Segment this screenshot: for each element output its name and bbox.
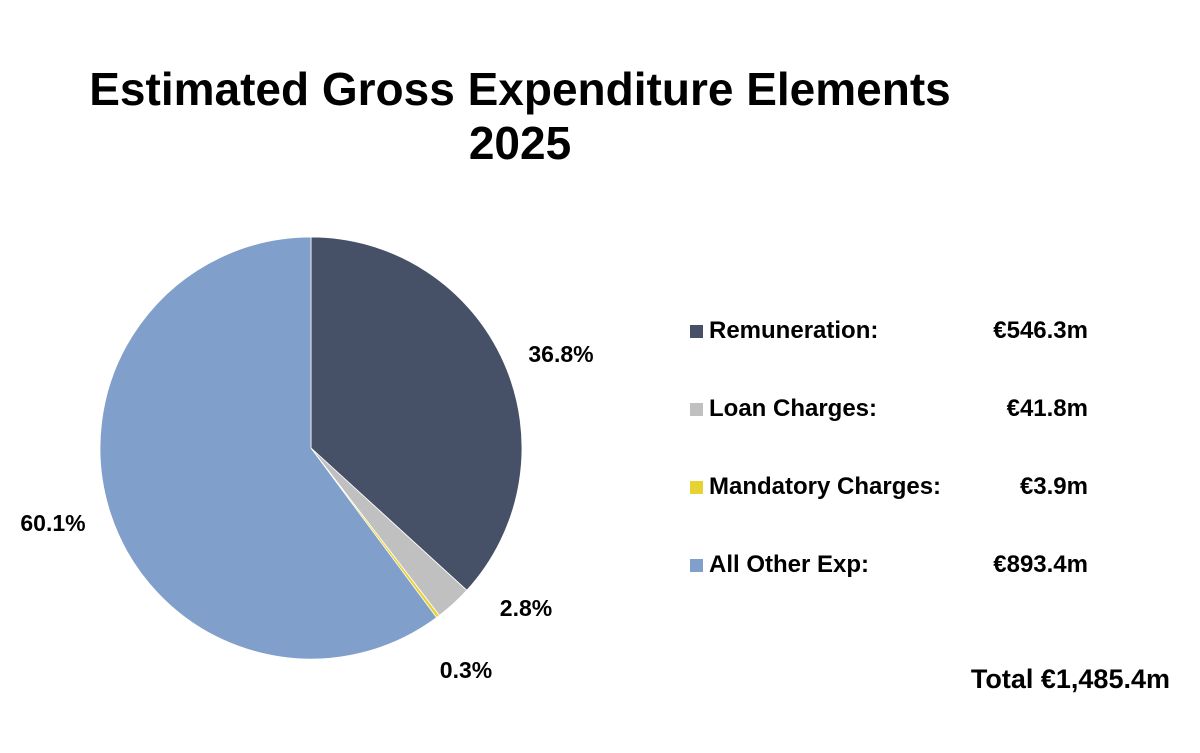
legend-label-all-other-exp: All Other Exp:: [709, 551, 870, 578]
legend-item-mandatory-charges: Mandatory Charges: €3.9m: [688, 469, 1108, 547]
legend-item-loan-charges: Loan Charges: €41.8m: [688, 391, 1108, 469]
pie-label-mandatory-charges: 0.3%: [440, 657, 492, 683]
legend-item-all-other-exp: All Other Exp: €893.4m: [688, 547, 1108, 625]
legend-swatch-remuneration: [690, 325, 703, 338]
legend-value-mandatory-charges: €3.9m: [1019, 473, 1088, 500]
chart-title-main: Estimated Gross Expenditure Elements: [89, 63, 951, 115]
legend-swatch-all-other-exp: [690, 559, 703, 572]
pie-slice-remuneration: [310, 236, 523, 591]
legend: Remuneration: €546.3m Loan Charges: €41.…: [688, 313, 1108, 625]
pie-slice-all-other-exp: [99, 236, 438, 660]
legend-value-all-other-exp: €893.4m: [993, 551, 1088, 578]
legend-item-remuneration: Remuneration: €546.3m: [688, 313, 1108, 391]
legend-label-loan-charges: Loan Charges:: [709, 395, 878, 422]
pie-label-remuneration: 36.8%: [528, 341, 593, 367]
chart-title: Estimated Gross Expenditure Elements 202…: [0, 62, 1040, 170]
legend-swatch-loan-charges: [690, 403, 703, 416]
pie-label-loan-charges: 2.8%: [500, 595, 552, 621]
legend-label-remuneration: Remuneration:: [709, 317, 879, 344]
legend-value-remuneration: €546.3m: [993, 317, 1088, 344]
pie-label-all-other-exp: 60.1%: [20, 510, 85, 536]
legend-label-mandatory-charges: Mandatory Charges:: [709, 473, 942, 500]
legend-swatch-mandatory-charges: [690, 481, 703, 494]
total-label: Total €1,485.4m: [970, 664, 1170, 694]
legend-value-loan-charges: €41.8m: [1006, 395, 1088, 422]
chart-title-year: 2025: [468, 117, 572, 169]
